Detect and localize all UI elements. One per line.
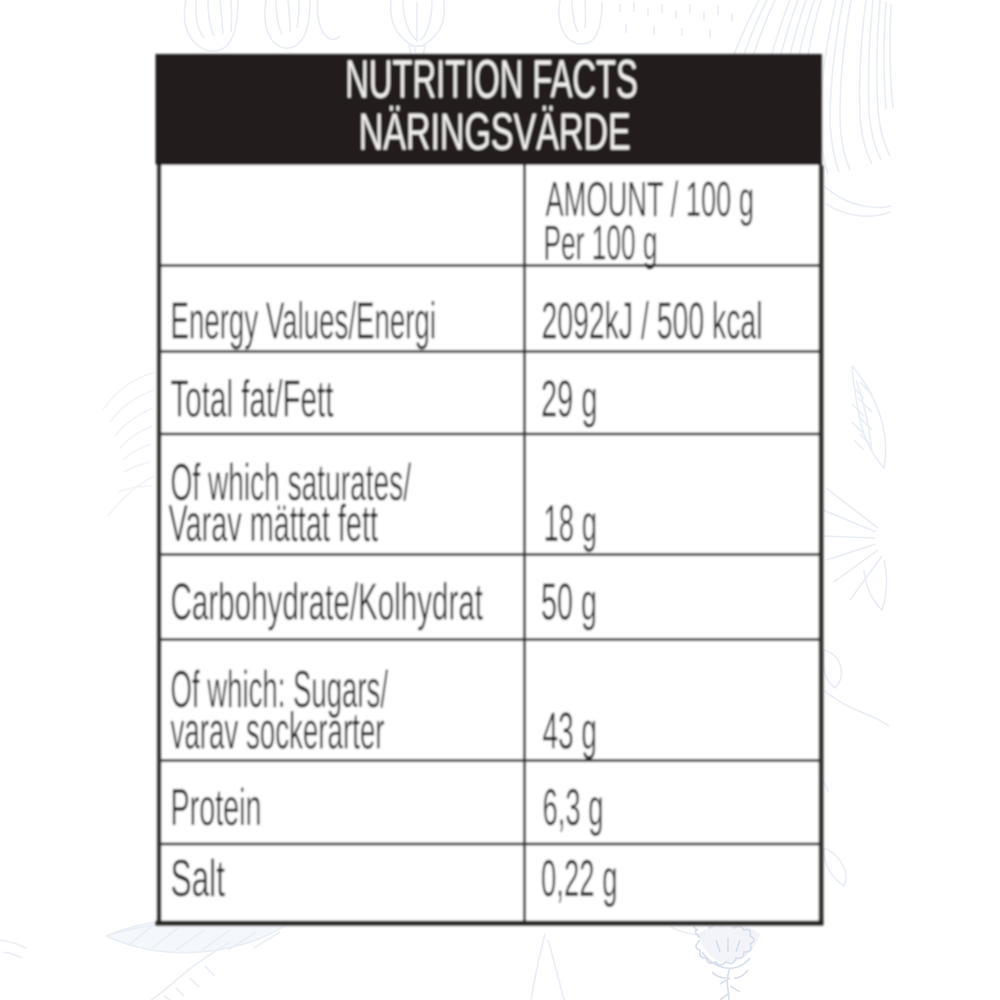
svg-text:18 g: 18 g [544,494,598,552]
svg-text:Salt: Salt [171,849,226,907]
svg-text:NUTRITION FACTS: NUTRITION FACTS [345,50,638,110]
svg-text:0,22 g: 0,22 g [541,849,618,907]
svg-text:NÄRINGSVÄRDE: NÄRINGSVÄRDE [359,103,631,161]
svg-text:AMOUNT / 100 g: AMOUNT / 100 g [546,173,755,227]
svg-text:43 g: 43 g [543,701,598,759]
svg-text:2092kJ / 500 kcal: 2092kJ / 500 kcal [542,292,763,350]
svg-text:Of which saturates/: Of which saturates/ [171,453,412,511]
svg-text:Total fat/Fett: Total fat/Fett [171,370,334,428]
svg-text:varav sockerarter: varav sockerarter [171,701,385,759]
svg-text:29 g: 29 g [541,370,598,428]
svg-text:6,3 g: 6,3 g [543,778,604,836]
svg-text:50 g: 50 g [541,573,597,631]
svg-text:Varav mättat fett: Varav mättat fett [169,494,379,552]
svg-text:Protein: Protein [171,778,262,836]
svg-text:Of which: Sugars/: Of which: Sugars/ [171,660,389,718]
svg-text:Per 100 g: Per 100 g [544,217,658,271]
svg-text:Carbohydrate/Kolhydrat: Carbohydrate/Kolhydrat [171,573,484,631]
svg-text:Energy Values/Energi: Energy Values/Energi [171,292,437,350]
